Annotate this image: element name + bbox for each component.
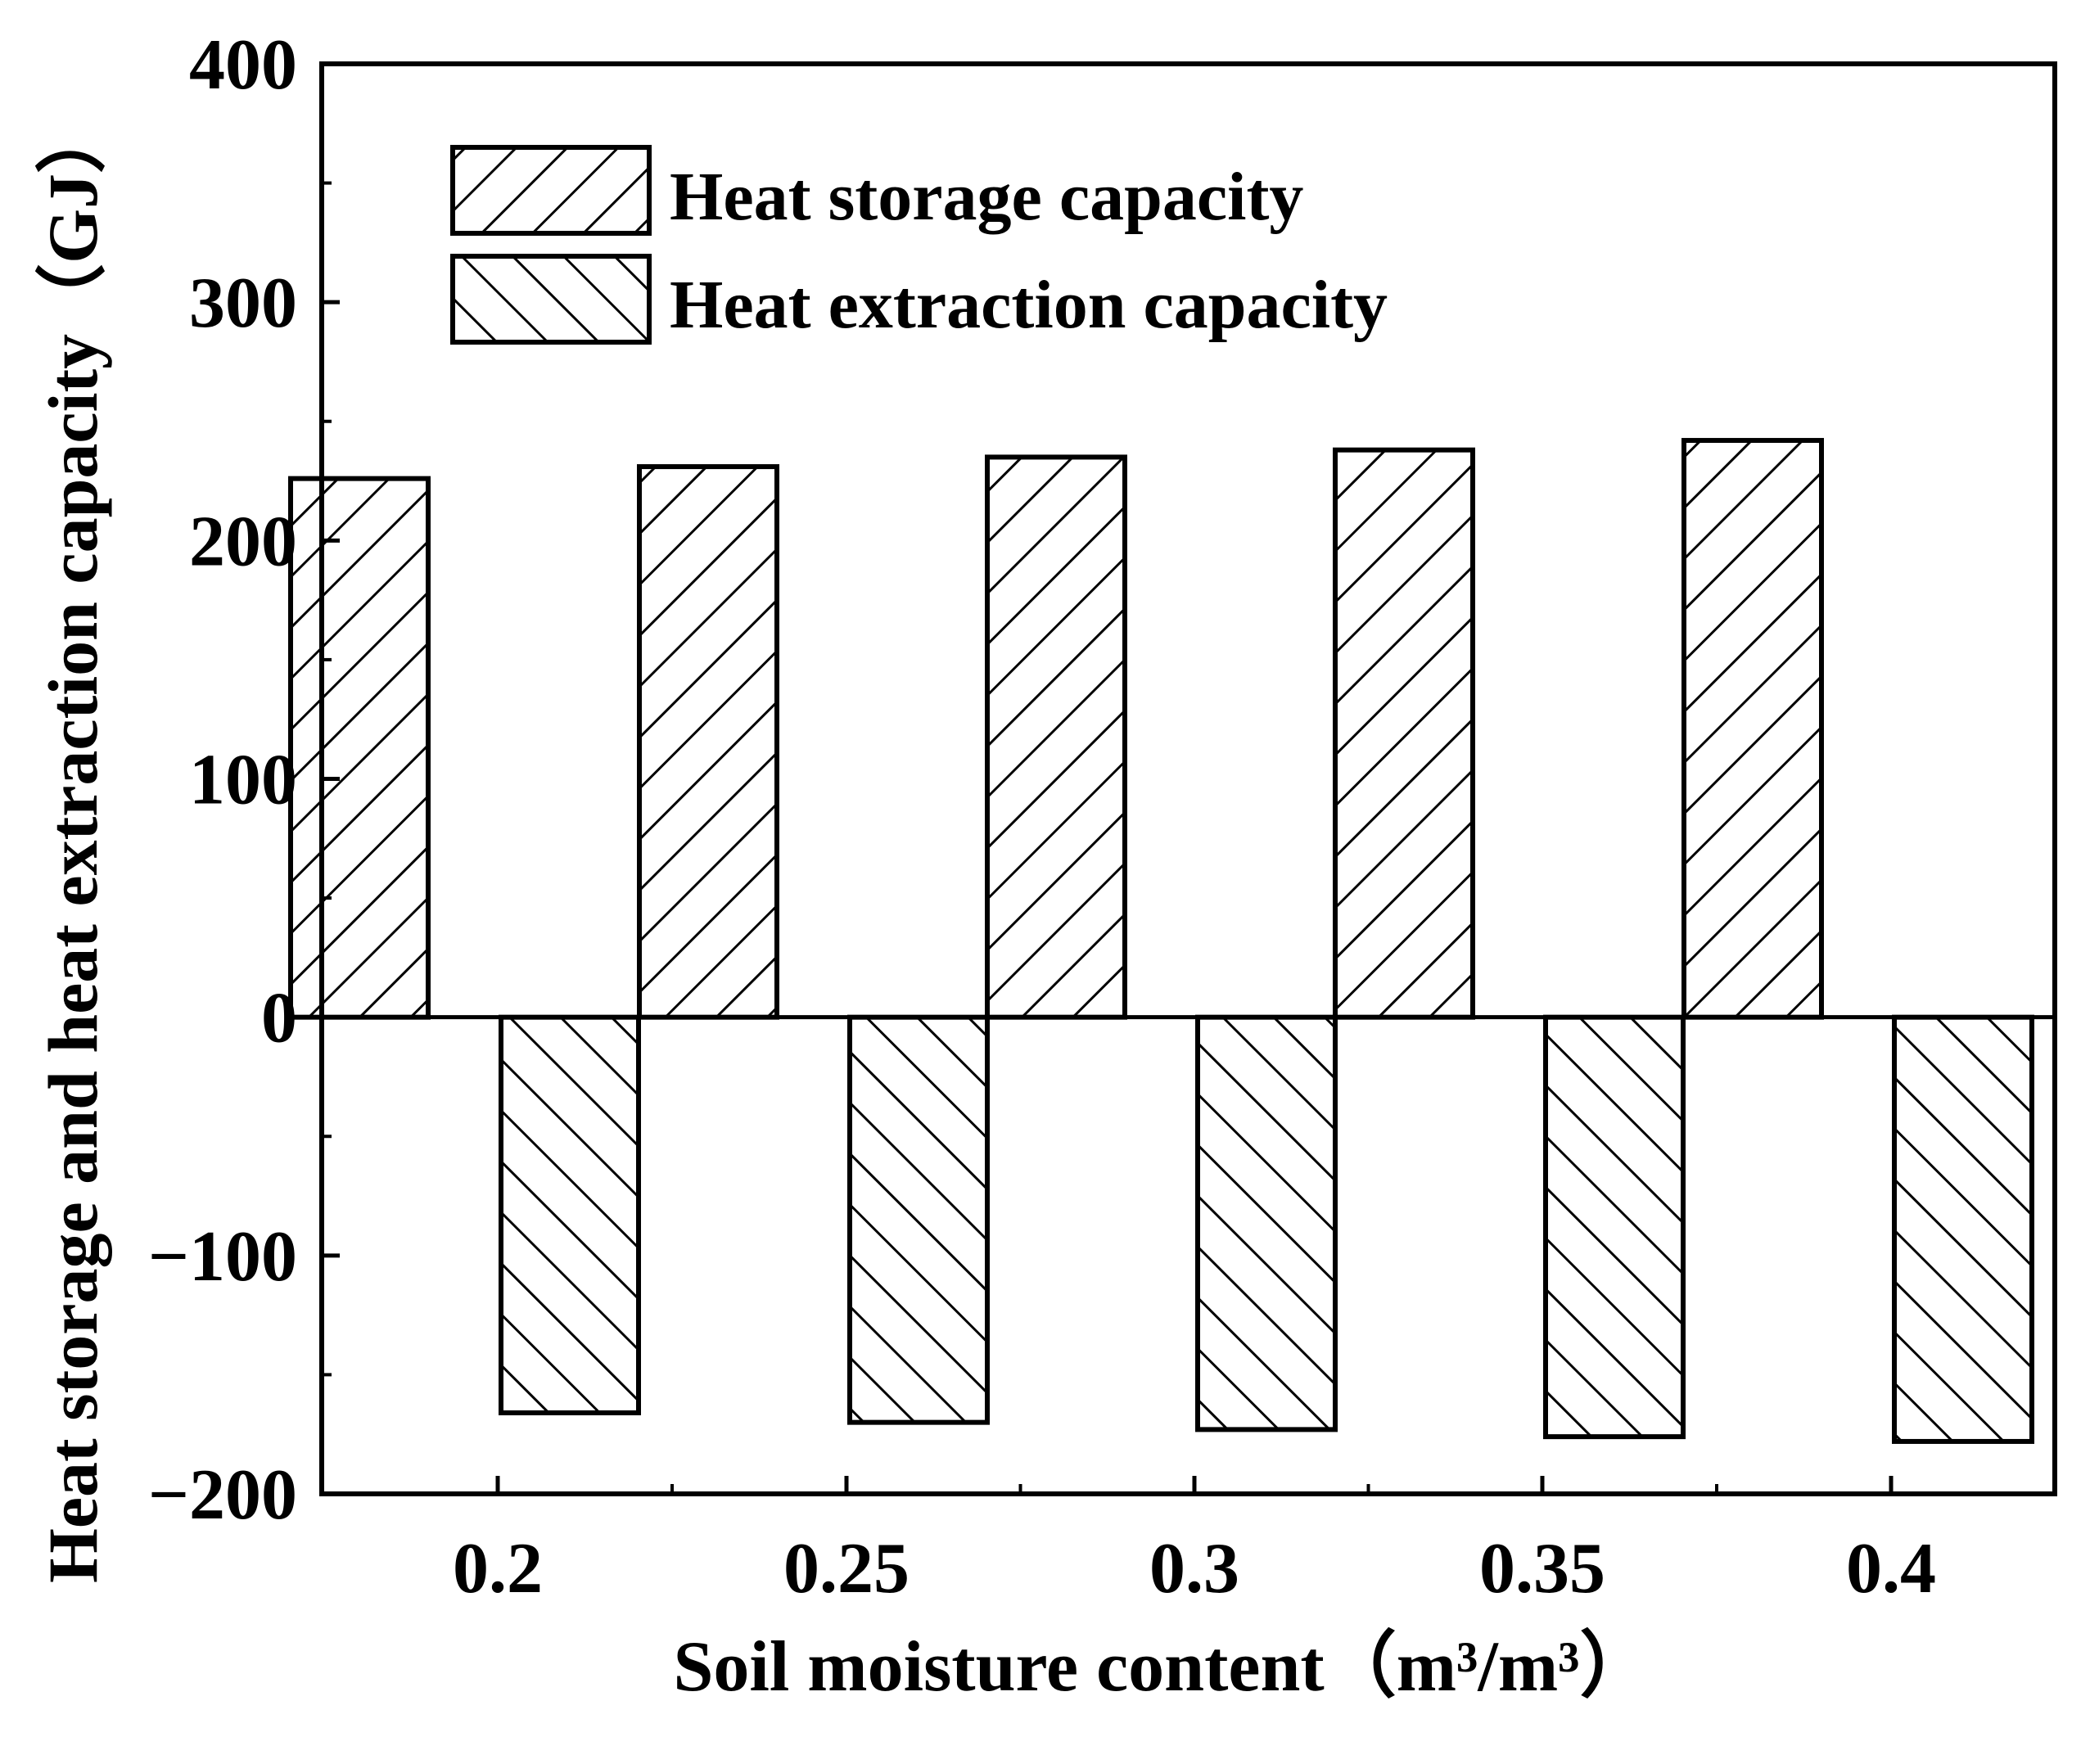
x-axis-label: Soil moisture content（m³/m³） (673, 1627, 1651, 1707)
legend: Heat storage capacity Heat extraction ca… (450, 145, 1388, 345)
legend-swatch-heat-extraction (450, 254, 652, 345)
y-axis-label: Heat storage and heat extraction capacit… (34, 103, 112, 1583)
y-tick-label: −100 (148, 1217, 297, 1297)
y-tick-label: 200 (189, 502, 297, 581)
bars-layer (288, 438, 2034, 1444)
x-tick-label: 0.35 (1479, 1529, 1605, 1608)
bar-heat-storage-0.35 (1333, 447, 1475, 1020)
bar-heat-extraction-0.25 (847, 1014, 990, 1425)
bar-heat-storage-0.25 (637, 464, 779, 1020)
legend-label-heat-extraction: Heat extraction capacity (670, 267, 1388, 343)
bar-heat-extraction-0.4 (1892, 1014, 2034, 1444)
bar-heat-storage-0.3 (985, 454, 1127, 1020)
y-tick-label: 300 (189, 264, 297, 343)
y-tick-label: −200 (148, 1455, 297, 1535)
bar-heat-storage-0.2 (288, 476, 431, 1020)
x-tick-label: 0.3 (1149, 1529, 1239, 1608)
x-tick-label: 0.4 (1846, 1529, 1936, 1608)
x-tick-label: 0.2 (453, 1529, 543, 1608)
bar-heat-storage-0.4 (1681, 438, 1824, 1020)
legend-label-heat-storage: Heat storage capacity (670, 159, 1303, 235)
y-tick-label: 0 (261, 979, 297, 1058)
legend-swatch-heat-storage (450, 145, 652, 236)
y-tick-label: 400 (189, 25, 297, 105)
bar-heat-extraction-0.2 (499, 1014, 641, 1416)
bar-heat-extraction-0.35 (1543, 1014, 1686, 1440)
x-tick-label: 0.25 (783, 1529, 910, 1608)
ticks-layer: 400 300 200 100 0 −100 −200 0.2 0.25 0.3 0.35 0.4 (148, 25, 1936, 1608)
y-tick-label: 100 (189, 741, 297, 820)
bar-heat-extraction-0.3 (1195, 1014, 1338, 1432)
